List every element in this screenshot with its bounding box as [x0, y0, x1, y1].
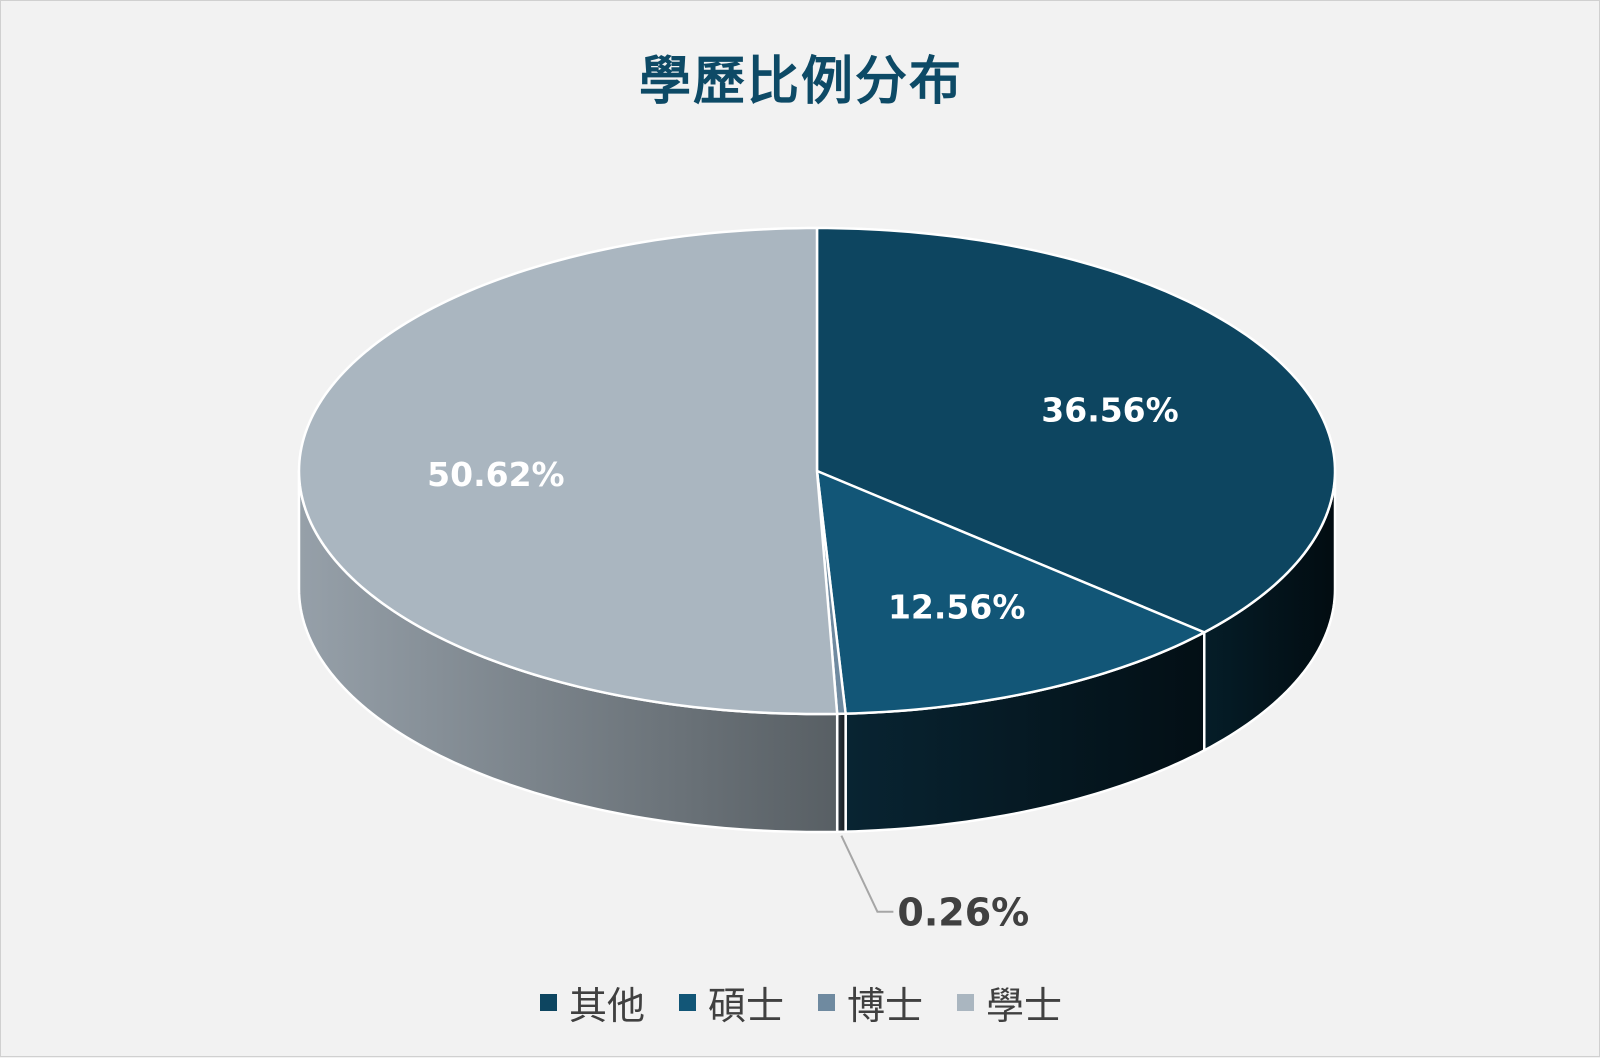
leader-line: [840, 835, 894, 913]
pie-slice-3[interactable]: [297, 226, 839, 716]
data-label-3: 50.62%: [427, 455, 564, 494]
legend-label: 碩士: [707, 984, 784, 1028]
legend-item-0[interactable]: 其他: [539, 975, 645, 1030]
pie-labels: 36.56% 12.56% 0.26% 50.62%: [427, 390, 1179, 934]
legend-label: 學士: [986, 984, 1063, 1028]
legend-label: 其他: [568, 984, 645, 1028]
legend-item-2[interactable]: 博士: [818, 975, 923, 1030]
pie-side-2: [835, 712, 847, 834]
pie-slice-1[interactable]: [815, 469, 1206, 715]
data-label-1: 12.56%: [888, 588, 1025, 627]
legend: 其他 碩士 博士 學士: [1, 975, 1600, 1030]
legend-swatch: [957, 994, 975, 1011]
legend-swatch: [539, 994, 557, 1011]
legend-item-1[interactable]: 碩士: [678, 975, 784, 1030]
legend-label: 博士: [847, 984, 924, 1028]
data-label-2: 0.26%: [897, 891, 1029, 935]
legend-swatch: [678, 994, 696, 1011]
chart-title: 學歷比例分布: [638, 52, 963, 112]
data-label-0: 36.56%: [1041, 390, 1178, 429]
pie-slice-0[interactable]: [815, 226, 1337, 634]
legend-swatch: [818, 994, 835, 1011]
pie-sides: [297, 469, 1337, 834]
pie-tops: [297, 226, 1337, 716]
legend-item-3[interactable]: 學士: [957, 975, 1062, 1030]
